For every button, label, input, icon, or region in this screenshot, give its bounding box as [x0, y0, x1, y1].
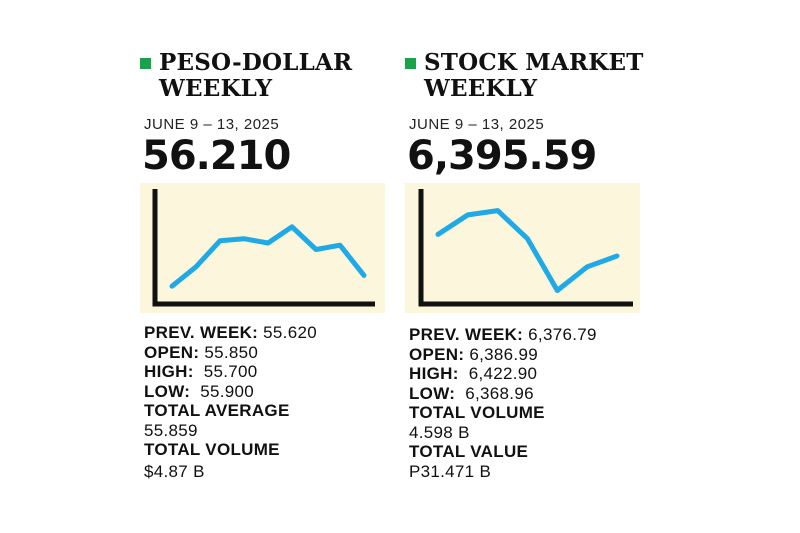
chart-background	[405, 183, 640, 313]
peso-dollar-stats: PREV. WEEK: 55.620 OPEN: 55.850 HIGH: 55…	[144, 323, 317, 481]
title-line-1: PESO-DOLLAR	[159, 49, 353, 76]
prev-week-row: PREV. WEEK: 55.620	[144, 323, 317, 343]
prev-week-label: PREV. WEEK:	[409, 325, 524, 344]
open-value: 6,386.99	[469, 344, 538, 364]
high-label: HIGH:	[144, 362, 194, 381]
green-square-icon	[140, 58, 151, 69]
stock-market-stats: PREV. WEEK: 6,376.79 OPEN: 6,386.99 HIGH…	[409, 325, 597, 481]
low-value: 55.900	[200, 381, 255, 401]
high-value: 55.700	[203, 362, 258, 381]
prev-week-value: 6,376.79	[528, 325, 597, 344]
title-line-2: WEEKLY	[424, 75, 538, 102]
low-label: LOW:	[144, 381, 191, 401]
peso-dollar-value: 56.210	[142, 133, 291, 179]
chart-axis	[418, 189, 633, 307]
stock-market-value: 6,395.59	[407, 133, 597, 179]
total-value-label: TOTAL VALUE	[409, 442, 529, 461]
total-value-value: P31.471 B	[409, 461, 492, 481]
total-average-value: 55.859	[144, 420, 198, 440]
series-line	[435, 208, 620, 293]
open-row: OPEN: 55.850	[144, 343, 317, 363]
prev-week-value: 55.620	[263, 323, 317, 342]
high-label: HIGH:	[409, 364, 459, 383]
stock-market-header: STOCK MARKET WEEKLY	[405, 50, 644, 102]
open-label: OPEN:	[409, 344, 465, 364]
title-line-1: STOCK MARKET	[424, 49, 644, 76]
high-row: HIGH: 55.700	[144, 362, 317, 382]
total-volume-label: TOTAL VOLUME	[409, 403, 545, 422]
peso-dollar-date: JUNE 9 – 13, 2025	[144, 116, 280, 133]
stock-market-panel: STOCK MARKET WEEKLY JUNE 9 – 13, 2025 6,…	[405, 0, 655, 533]
high-row: HIGH: 6,422.90	[409, 364, 597, 384]
open-label: OPEN:	[144, 342, 200, 362]
low-label: LOW:	[409, 383, 456, 403]
chart-background	[140, 183, 385, 313]
open-row: OPEN: 6,386.99	[409, 345, 597, 365]
high-value: 6,422.90	[468, 364, 538, 383]
series-line	[169, 224, 367, 289]
total-average-label: TOTAL AVERAGE	[144, 401, 290, 420]
prev-week-label: PREV. WEEK:	[144, 323, 259, 342]
total-volume-label: TOTAL VOLUME	[144, 440, 280, 459]
title-line-2: WEEKLY	[159, 75, 273, 102]
peso-dollar-header: PESO-DOLLAR WEEKLY	[140, 50, 352, 102]
stock-market-title: STOCK MARKET WEEKLY	[424, 50, 644, 102]
low-value: 6,368.96	[465, 383, 534, 403]
stock-market-date: JUNE 9 – 13, 2025	[409, 116, 545, 133]
green-square-icon	[405, 58, 416, 69]
peso-dollar-chart	[140, 183, 385, 313]
peso-dollar-panel: PESO-DOLLAR WEEKLY JUNE 9 – 13, 2025 56.…	[140, 0, 390, 533]
total-volume-value: 4.598 B	[409, 422, 470, 442]
chart-axis	[152, 189, 375, 307]
peso-dollar-title: PESO-DOLLAR WEEKLY	[159, 50, 352, 102]
stock-market-chart	[405, 183, 640, 313]
low-row: LOW: 55.900	[144, 382, 317, 402]
prev-week-row: PREV. WEEK: 6,376.79	[409, 325, 597, 345]
open-value: 55.850	[204, 342, 259, 362]
low-row: LOW: 6,368.96	[409, 384, 597, 404]
total-volume-value: $4.87 B	[144, 461, 205, 481]
